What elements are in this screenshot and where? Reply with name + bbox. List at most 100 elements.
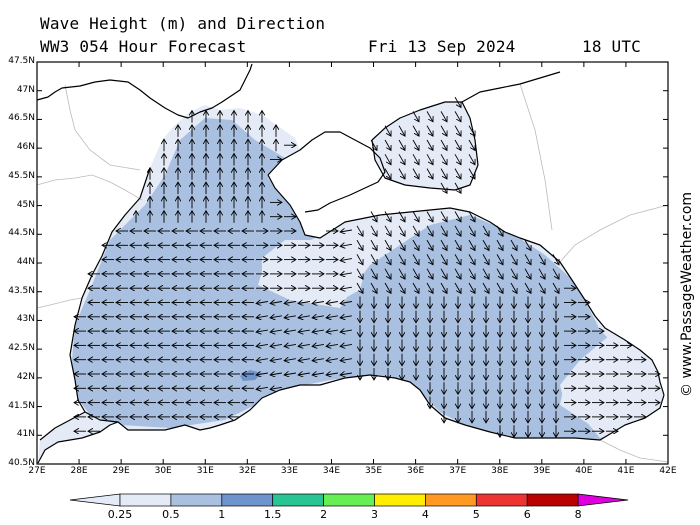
- wave-arrow: [468, 225, 475, 236]
- wave-arrow: [468, 139, 475, 150]
- wave-arrow: [454, 125, 461, 136]
- lon-label: 27E: [28, 466, 46, 476]
- legend-label: 8: [574, 508, 582, 521]
- wave-arrow: [312, 316, 324, 318]
- wave-arrow: [510, 282, 517, 293]
- lat-label: 47N: [16, 84, 35, 95]
- wave-arrow: [256, 373, 268, 375]
- legend-swatch: [221, 493, 274, 507]
- legend-high-end: [577, 493, 629, 507]
- wave-arrow: [412, 139, 419, 150]
- wave-arrow: [426, 139, 433, 150]
- wave-arrow: [524, 239, 531, 250]
- wave-arrow: [426, 154, 433, 164]
- wave-arrow: [356, 254, 363, 264]
- wave-arrow: [370, 139, 377, 150]
- wave-arrow: [524, 282, 531, 293]
- legend-swatch: [170, 493, 223, 507]
- legend-swatch: [323, 493, 375, 507]
- wave-arrow: [384, 211, 391, 222]
- wave-arrow: [326, 344, 338, 346]
- wave-arrow: [256, 344, 268, 346]
- chart-title: Wave Height (m) and Direction: [40, 14, 326, 33]
- legend-swatch: [374, 493, 426, 507]
- wave-arrow: [510, 254, 517, 264]
- wave-arrow: [284, 330, 296, 332]
- wave-arrow: [412, 282, 419, 293]
- color-legend: [69, 493, 629, 507]
- wave-arrow: [552, 268, 559, 279]
- wave-arrow: [398, 282, 405, 293]
- wave-arrow: [468, 254, 475, 264]
- lon-label: 33E: [280, 466, 298, 476]
- legend-swatch: [526, 493, 579, 507]
- wave-arrow: [482, 268, 489, 279]
- wave-arrow: [454, 154, 461, 164]
- wave-arrow: [384, 125, 391, 136]
- wave-arrow: [340, 259, 352, 261]
- wave-arrow: [440, 254, 447, 264]
- wave-arrow: [426, 239, 433, 250]
- wave-arrow: [440, 182, 447, 193]
- wave-arrow: [270, 302, 282, 304]
- wave-arrow: [440, 282, 447, 293]
- lon-label: 28E: [70, 466, 88, 476]
- lat-label: 45N: [16, 199, 35, 210]
- wave-arrow: [312, 344, 324, 346]
- wave-arrow: [298, 330, 310, 332]
- wave-arrow: [298, 302, 310, 304]
- border-line: [36, 297, 83, 309]
- wave-arrow: [468, 154, 475, 164]
- wave-arrow: [454, 139, 461, 150]
- wave-arrow: [270, 359, 282, 361]
- wave-arrow: [270, 330, 282, 332]
- wave-arrow: [270, 344, 282, 346]
- wave-arrow: [412, 125, 419, 136]
- wave-arrow: [440, 125, 447, 136]
- wave-arrow: [412, 225, 419, 236]
- wave-arrow: [340, 330, 352, 332]
- legend-label: 0.5: [162, 508, 180, 521]
- wave-arrow: [326, 316, 338, 318]
- lat-label: 41.5N: [8, 400, 35, 411]
- lon-label: 36E: [407, 466, 425, 476]
- lat-label: 40.5N: [8, 458, 35, 468]
- wave-arrow: [340, 373, 352, 375]
- wave-arrow: [340, 287, 352, 289]
- wave-arrow: [298, 373, 310, 375]
- lat-label: 43.5N: [8, 285, 35, 296]
- wave-arrow: [440, 154, 447, 164]
- forecast-time: 18 UTC: [582, 37, 641, 56]
- lon-label: 35E: [364, 466, 383, 476]
- legend-swatch: [119, 493, 172, 507]
- border-line: [559, 204, 669, 263]
- lon-label: 38E: [491, 466, 509, 476]
- lat-label: 42.5N: [8, 343, 35, 354]
- wave-arrow: [298, 316, 310, 318]
- legend-label: 0.25: [107, 508, 133, 521]
- forecast-label: WW3 054 Hour Forecast: [40, 37, 247, 56]
- wave-arrow: [384, 154, 391, 164]
- lon-label: 40E: [575, 466, 593, 476]
- wave-arrow: [496, 225, 503, 236]
- wave-arrow: [356, 268, 363, 279]
- lon-label: 30E: [154, 466, 172, 476]
- legend-label: 4: [421, 508, 429, 521]
- wave-arrow: [454, 211, 461, 222]
- wave-arrow: [398, 154, 405, 164]
- wave-arrow: [326, 359, 338, 361]
- wave-arrow: [384, 282, 391, 293]
- wave-arrow: [256, 302, 268, 304]
- wave-arrow: [496, 268, 503, 279]
- lon-label: 39E: [533, 466, 551, 476]
- lat-label: 44.5N: [8, 228, 35, 239]
- coastline: [36, 63, 665, 464]
- wave-arrow: [340, 230, 352, 232]
- wave-arrow: [370, 225, 377, 236]
- wave-arrow: [468, 282, 475, 293]
- wave-arrow: [510, 239, 517, 250]
- wave-arrow: [284, 344, 296, 346]
- wave-arrow: [426, 125, 433, 136]
- wave-arrow: [454, 239, 461, 250]
- wave-arrow: [340, 359, 352, 361]
